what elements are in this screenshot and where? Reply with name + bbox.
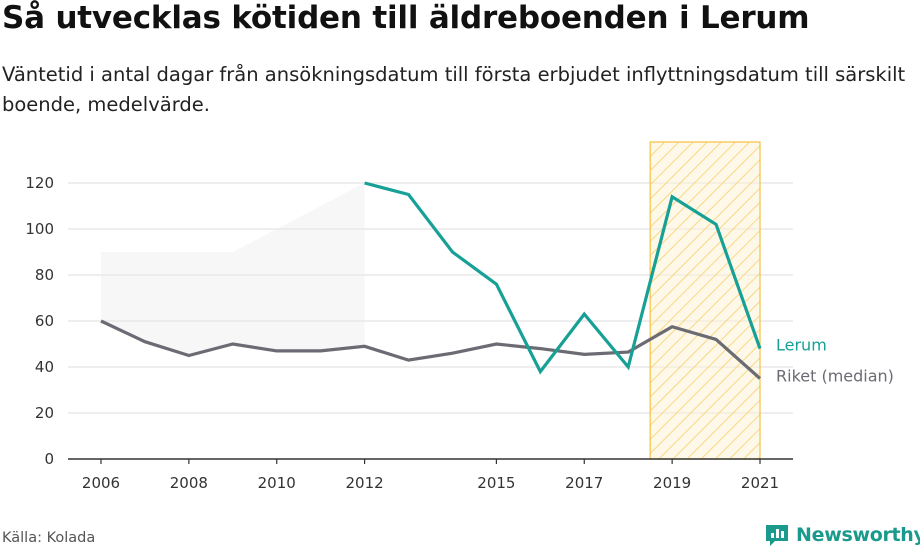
brand-name: Newsworthy <box>796 524 920 546</box>
series-lines <box>100 181 762 380</box>
y-tick-label-60: 60 <box>35 312 54 330</box>
y-tick-label-20: 20 <box>35 404 54 422</box>
range-band-area <box>101 183 365 356</box>
x-tick-label-2019: 2019 <box>653 474 691 492</box>
y-tick-label-80: 80 <box>35 266 54 284</box>
x-tick-label-2017: 2017 <box>565 474 603 492</box>
x-tick-label-2008: 2008 <box>170 474 208 492</box>
newsworthy-logo-icon <box>766 525 788 546</box>
x-tick-label-2015: 2015 <box>477 474 515 492</box>
y-tick-label-0: 0 <box>44 450 54 468</box>
y-tick-label-100: 100 <box>25 220 54 238</box>
chart-title: Så utvecklas kötiden till äldreboenden i… <box>2 0 810 36</box>
series-line-riket-median <box>100 319 762 380</box>
brand-logo: Newsworthy <box>764 520 920 550</box>
x-axis <box>68 458 793 464</box>
x-tick-label-2012: 2012 <box>346 474 384 492</box>
chart-subtitle: Väntetid i antal dagar från ansökningsda… <box>2 63 906 116</box>
source-note: Källa: Kolada <box>2 530 96 546</box>
x-tick-label-2021: 2021 <box>741 474 779 492</box>
series-label-lerum: Lerum <box>776 336 827 355</box>
y-tick-label-120: 120 <box>25 174 54 192</box>
x-tick-label-2010: 2010 <box>258 474 296 492</box>
series-label-riket-median: Riket (median) <box>776 367 894 386</box>
x-tick-label-2006: 2006 <box>82 474 120 492</box>
range-band <box>101 183 365 356</box>
series-line-lerum <box>364 181 762 375</box>
y-tick-label-40: 40 <box>35 358 54 376</box>
tick-labels: 0 20 40 60 80 100 120 2006 2008 2010 2012 2015 2017 2… <box>25 174 894 492</box>
